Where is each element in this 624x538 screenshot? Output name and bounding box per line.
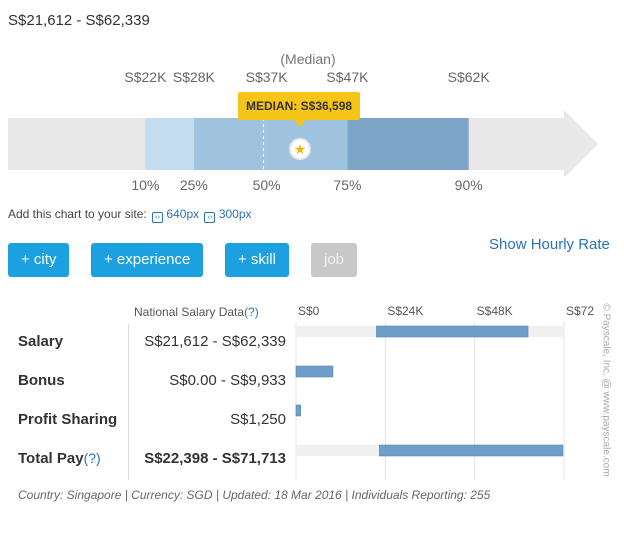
add-skill-button[interactable]: + skill: [225, 243, 289, 277]
percentile-label: 25%: [179, 177, 208, 193]
percentile-band-75%-90%: [347, 118, 469, 170]
embed-300-link[interactable]: 300px: [218, 207, 252, 221]
row-label-profit-sharing: Profit Sharing: [18, 411, 118, 428]
axis-tick-label: S$48K: [477, 304, 513, 318]
percentile-value-label: S$28K: [172, 69, 215, 85]
percentile-label: 75%: [333, 177, 362, 193]
row-value-total-pay: S$22,398 - S$71,713: [144, 450, 286, 467]
show-hourly-rate-link[interactable]: Show Hourly Rate: [489, 236, 610, 253]
percentile-label: 50%: [252, 177, 281, 193]
total-pay-help-link[interactable]: (?): [83, 450, 101, 466]
percentile-value-label: S$47K: [326, 69, 369, 85]
row-label-total-pay: Total Pay(?): [18, 450, 101, 467]
embed-640-link[interactable]: 640px: [166, 207, 200, 221]
row-value-salary: S$21,612 - S$62,339: [144, 333, 286, 350]
column-divider: [128, 324, 129, 480]
embed-chart-line: Add this chart to your site: ‹› 640px ‹›…: [8, 207, 252, 223]
median-badge-pointer: [294, 120, 306, 127]
row-label-bonus: Bonus: [18, 372, 65, 389]
add-city-button[interactable]: + city: [8, 243, 70, 277]
footer-note: Country: Singapore | Currency: SGD | Upd…: [18, 488, 491, 502]
row-value-bonus: S$0.00 - S$9,933: [169, 372, 286, 389]
percentile-value-label: S$62K: [447, 69, 490, 85]
axis-tick-label: S$24K: [387, 304, 423, 318]
percentile-label: 90%: [454, 177, 483, 193]
median-caption: (Median): [280, 51, 336, 67]
add-job-button[interactable]: job: [311, 243, 358, 277]
median-badge: MEDIAN: S$36,598: [238, 92, 361, 120]
range-bar-chart: S$0 S$24K S$48K S$72K: [295, 304, 594, 480]
range-bar-salary: [376, 325, 529, 338]
median-star-icon: ★: [289, 138, 311, 160]
percentile-label: 10%: [131, 177, 160, 193]
row-label-salary: Salary: [18, 333, 64, 350]
percentile-band-25%-50%: [193, 118, 267, 170]
range-bar-profit-sharing: [295, 404, 301, 417]
axis-tick-label: S$0: [298, 304, 320, 318]
row-value-profit-sharing: S$1,250: [230, 411, 286, 428]
national-salary-header: National Salary Data(?): [134, 305, 259, 319]
embed-code-icon: ‹›: [152, 212, 164, 223]
axis-tick-label: S$72K: [566, 304, 594, 318]
range-bar-total-pay: [379, 444, 564, 457]
percentile-value-label: S$37K: [245, 69, 288, 85]
copyright-note: © Payscale, Inc. @ www.payscale.com: [600, 303, 612, 477]
embed-prefix: Add this chart to your site:: [8, 207, 147, 221]
table-header-help-link[interactable]: (?): [244, 305, 259, 319]
add-experience-button[interactable]: + experience: [91, 243, 204, 277]
salary-range-title: S$21,612 - S$62,339: [8, 12, 150, 29]
range-bar-bonus: [295, 365, 334, 378]
table-header-label: National Salary Data: [134, 305, 245, 319]
percentile-band-10%-25%: [145, 118, 194, 170]
embed-code-icon: ‹›: [204, 212, 216, 223]
percentile-value-label: S$22K: [124, 69, 167, 85]
